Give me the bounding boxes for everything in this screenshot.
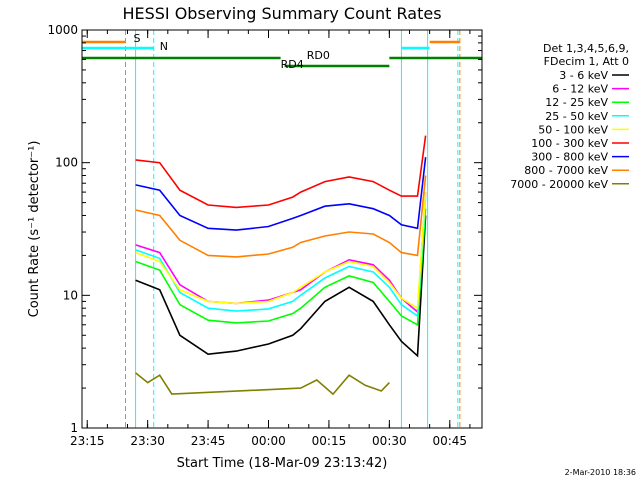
series-line-2 (135, 208, 427, 327)
series-line-3 (135, 197, 427, 318)
annotation-rd4: RD4 (281, 58, 304, 71)
series-line-0 (135, 215, 427, 358)
date-label: 2-Mar-2010 18:36 (565, 468, 636, 477)
legend-label-5: 100 - 300 keV (531, 137, 608, 150)
x-tick-label: 00:45 (432, 434, 467, 448)
legend-label-3: 25 - 50 keV (545, 110, 608, 123)
legend-header-line1: Det 1,3,4,5,6,9, (543, 42, 629, 55)
chart-title: HESSI Observing Summary Count Rates (122, 4, 441, 23)
legend-label-1: 6 - 12 keV (552, 83, 608, 96)
y-axis-label: Count Rate (s⁻¹ detector⁻¹) (27, 141, 42, 318)
x-tick-label: 00:30 (372, 434, 407, 448)
x-tick-label: 23:15 (70, 434, 105, 448)
legend-label-8: 7000 - 20000 keV (510, 178, 608, 191)
annotation-rd0: RD0 (307, 49, 330, 62)
annotation-n: N (160, 40, 168, 53)
series-line-4 (135, 192, 427, 310)
x-tick-label: 00:00 (251, 434, 286, 448)
x-tick-label: 23:45 (191, 434, 226, 448)
legend-label-4: 50 - 100 keV (538, 123, 608, 136)
series-line-5 (135, 135, 427, 209)
legend-label-2: 12 - 25 keV (545, 96, 608, 109)
legend-header-line2: FDecim 1, Att 0 (544, 55, 629, 68)
legend-label-6: 300 - 800 keV (531, 151, 608, 164)
legend-label-7: 800 - 7000 keV (524, 164, 608, 177)
y-tick-label: 100 (55, 156, 78, 170)
legend: Det 1,3,4,5,6,9, FDecim 1, Att 0 3 - 6 k… (510, 42, 629, 191)
x-tick-label: 23:30 (130, 434, 165, 448)
axes-layer: 23:15 23:30 23:45 00:00 00:15 00:30 00:45 1 10 10… (47, 23, 482, 448)
y-tick-label: 10 (63, 288, 78, 302)
x-axis-label: Start Time (18-Mar-09 23:13:42) (177, 456, 388, 471)
x-tick-label: 00:15 (312, 434, 347, 448)
plot-frame (81, 29, 483, 429)
legend-label-0: 3 - 6 keV (559, 69, 608, 82)
series-line-8 (135, 372, 390, 396)
series-line-6 (135, 157, 427, 231)
annotation-s: S (134, 32, 141, 45)
series-line-7 (135, 175, 427, 258)
y-tick-label: 1 (70, 421, 78, 435)
y-tick-label: 1000 (47, 23, 78, 37)
series-layer (135, 135, 427, 396)
